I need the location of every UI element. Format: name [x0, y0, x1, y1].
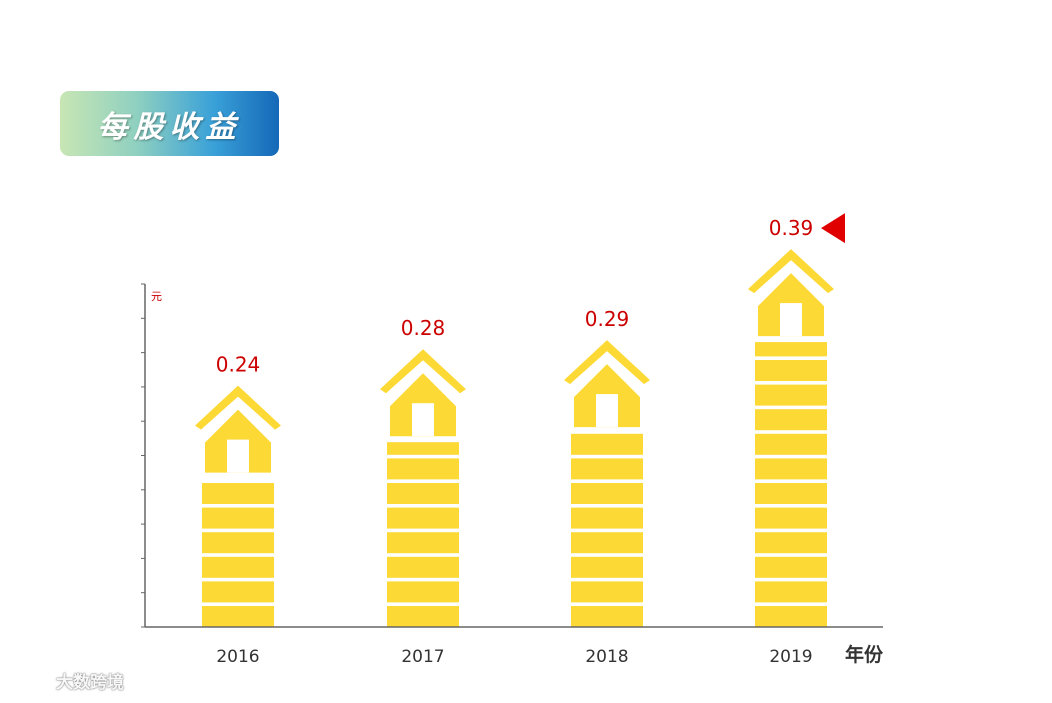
bar-segment [202, 507, 274, 529]
bar-segment [387, 532, 459, 554]
data-label: 0.29 [585, 307, 630, 331]
bar-segment [571, 606, 643, 627]
bar-segment [571, 433, 643, 455]
bar-segment [387, 581, 459, 603]
bar-segment [387, 442, 459, 455]
bar-segment [571, 532, 643, 554]
bar-segment [571, 507, 643, 529]
bar-segment [202, 581, 274, 603]
bar-segment [755, 507, 827, 529]
bar-2016 [195, 385, 281, 627]
x-tick-label: 2019 [769, 647, 812, 667]
house-icon [748, 249, 834, 337]
data-label: 0.28 [401, 316, 446, 340]
watermark: 大数跨境 [8, 668, 124, 693]
bar-segment [755, 409, 827, 431]
x-tick-label: 2017 [401, 647, 444, 667]
bar-segment [755, 581, 827, 603]
bar-segment [202, 532, 274, 554]
bar-segment [571, 556, 643, 578]
page-title: 每股收益 [97, 109, 242, 145]
bar-segment [571, 483, 643, 504]
bar-segment [202, 483, 274, 504]
watermark-text: 大数跨境 [56, 673, 124, 693]
bar-2019 [748, 249, 834, 627]
bar-segment [755, 360, 827, 381]
y-axis-unit-label: 元 [151, 290, 162, 303]
bar-segment [387, 458, 459, 480]
bar-segment [202, 606, 274, 627]
highlight-arrow-icon [821, 213, 845, 244]
watermark-logo-icon [10, 671, 49, 690]
house-icon [380, 349, 466, 437]
bar-segment [755, 483, 827, 504]
bar-segment [387, 483, 459, 504]
bar-segment [755, 458, 827, 480]
bar-2017 [380, 349, 466, 627]
x-axis-title: 年份 [845, 643, 884, 666]
data-label: 0.39 [769, 216, 814, 240]
bar-segment [755, 532, 827, 554]
bar-segment [387, 606, 459, 627]
bar-segment [755, 606, 827, 627]
bar-segment [571, 581, 643, 603]
house-icon [564, 340, 650, 428]
bar-segment [755, 384, 827, 406]
x-tick-label: 2016 [216, 647, 259, 667]
bar-segment [571, 458, 643, 480]
bar-segment [755, 556, 827, 578]
bar-segment [387, 507, 459, 529]
bar-segment [387, 556, 459, 578]
title-badge: 每股收益 [60, 91, 279, 156]
bar-segment [755, 433, 827, 455]
x-tick-label: 2018 [585, 647, 628, 667]
data-label: 0.24 [216, 353, 261, 377]
bar-segment [202, 556, 274, 578]
house-icon [195, 385, 281, 473]
bar-2018 [564, 340, 650, 627]
bar-segment [755, 342, 827, 357]
